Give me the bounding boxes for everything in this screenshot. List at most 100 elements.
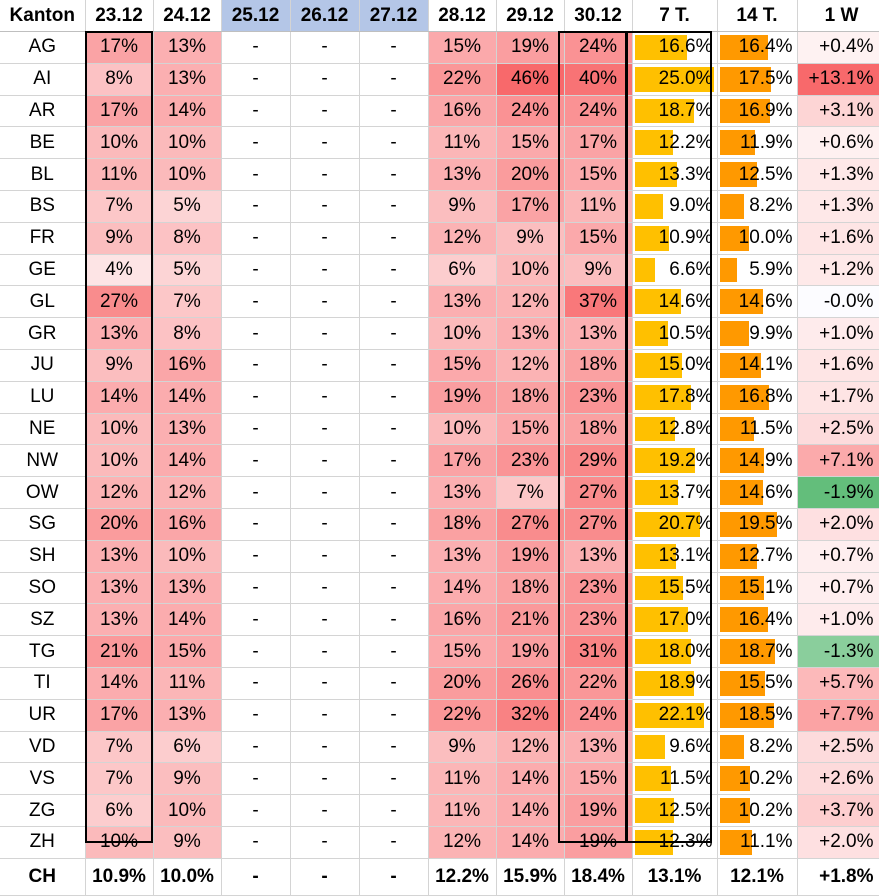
table-row: NW 10% 14% - - -17% 23% 29% 19.2% 14.9% +7.1% [0, 444, 879, 478]
cell-d3012: 15% [564, 222, 633, 255]
cell-d2712: - [359, 699, 429, 732]
cell-d2812: 16% [428, 603, 497, 637]
cell-d2312: 21% [85, 635, 154, 668]
cell-w1: +2.5% [797, 731, 879, 764]
cell-d2512: - [221, 126, 291, 160]
cell-d2312: 14% [85, 381, 154, 414]
cell-d2412: 16% [153, 349, 222, 382]
bar-fill-t7 [634, 66, 714, 92]
bar-fill-t14 [719, 480, 763, 505]
cell-t7: 13.1% [632, 857, 718, 896]
cell-d2412: 10.0% [153, 857, 222, 896]
cell-t14: 12.5% [717, 158, 798, 191]
bar-fill-t7 [634, 734, 665, 760]
cell-d2812: 11% [428, 126, 497, 160]
bar-fill-t7 [634, 543, 676, 569]
header-d2712: 27.12 [359, 0, 429, 32]
table-row: UR 17% 13% - - -22% 32% 24% 22.1% 18.5% +7.7% [0, 699, 879, 732]
cell-d2612: - [290, 794, 360, 827]
cell-value: 10.9% [658, 227, 713, 249]
cell-value: 10.2% [738, 767, 793, 789]
cell-d2812: 13% [428, 540, 497, 573]
cell-d2312: 4% [85, 254, 154, 287]
cell-w1: +1.8% [797, 857, 879, 896]
cell-value: 16.9% [738, 99, 793, 121]
cell-d2812: 20% [428, 667, 497, 700]
cell-value: 9.0% [669, 195, 713, 217]
cell-d2912: 19% [496, 540, 565, 573]
cell-d2712: - [359, 381, 429, 414]
cell-t14: 11.5% [717, 413, 798, 446]
cell-w1: +7.7% [797, 699, 879, 732]
cell-d3012: 23% [564, 603, 633, 637]
bar-fill-t14 [719, 511, 778, 537]
cell-d2512: - [221, 762, 291, 796]
cell-t7: 25.0% [632, 63, 718, 96]
cell-d2312: 10% [85, 826, 154, 859]
cell-value: 17.8% [658, 386, 713, 408]
cell-d2912: 12% [496, 731, 565, 764]
cell-kanton: JU [0, 349, 86, 382]
cell-d2512: - [221, 222, 291, 255]
cell-t7: 12.2% [632, 126, 718, 160]
total-row: CH 10.9% 10.0% - - -12.2% 15.9% 18.4% 13.1% 12.1%… [0, 857, 879, 896]
cell-value: 5.9% [749, 258, 793, 280]
cell-d2612: - [290, 667, 360, 700]
bar-fill-t14 [719, 162, 757, 187]
cell-d2312: 9% [85, 349, 154, 382]
cell-d2312: 10.9% [85, 857, 154, 896]
cell-d3012: 11% [564, 190, 633, 223]
cell-d2712: - [359, 126, 429, 160]
cell-d3012: 18% [564, 349, 633, 382]
cell-t7: 13.1% [632, 540, 718, 573]
cell-d3012: 23% [564, 381, 633, 414]
cell-d2612: - [290, 635, 360, 668]
cell-d2512: - [221, 254, 291, 287]
bar-fill-t14 [719, 130, 755, 156]
cell-d2812: 22% [428, 699, 497, 732]
cell-d2512: - [221, 413, 291, 446]
cell-d2312: 7% [85, 762, 154, 796]
cell-d2412: 8% [153, 222, 222, 255]
cell-value: 8.2% [749, 195, 793, 217]
cell-d2812: 13% [428, 285, 497, 319]
cell-d2712: - [359, 857, 429, 896]
cell-value: 10.5% [658, 322, 713, 344]
cell-value: 15.5% [738, 672, 793, 694]
cell-w1: +1.6% [797, 349, 879, 382]
bar-fill-t7 [634, 607, 689, 633]
bar-fill-t14 [719, 829, 753, 855]
cell-kanton: OW [0, 476, 86, 509]
table-row: OW 12% 12% - - -13% 7% 27% 13.7% 14.6% -1.9% [0, 476, 879, 509]
cell-value: 16.8% [738, 386, 793, 408]
cell-value: 14.6% [738, 290, 793, 312]
cell-value: 14.9% [738, 449, 793, 471]
cell-kanton: AG [0, 31, 86, 64]
cell-d2912: 20% [496, 158, 565, 191]
cell-d3012: 19% [564, 826, 633, 859]
cell-w1: +0.7% [797, 540, 879, 573]
cell-d2312: 10% [85, 126, 154, 160]
table-row: SO 13% 13% - - -14% 18% 23% 15.5% 15.1% +0.7% [0, 572, 879, 605]
bar-fill-t14 [719, 766, 750, 792]
cell-d2912: 17% [496, 190, 565, 223]
cell-d2712: - [359, 603, 429, 637]
cell-t7: 12.5% [632, 794, 718, 827]
cell-value: 14.1% [738, 354, 793, 376]
cell-d2712: - [359, 572, 429, 605]
bar-fill-t7 [634, 798, 674, 823]
cell-d2912: 24% [496, 95, 565, 128]
cell-d2612: - [290, 126, 360, 160]
cell-d2412: 13% [153, 572, 222, 605]
cell-d2312: 6% [85, 794, 154, 827]
cell-value: 12.3% [658, 831, 713, 853]
cell-d2512: - [221, 63, 291, 96]
cell-d2512: - [221, 31, 291, 64]
bar-fill-t14 [719, 98, 770, 124]
cell-d2812: 18% [428, 508, 497, 541]
cell-d3012: 15% [564, 158, 633, 191]
cell-d2812: 19% [428, 381, 497, 414]
cell-value: 11.1% [740, 831, 793, 853]
cell-d2612: - [290, 540, 360, 573]
